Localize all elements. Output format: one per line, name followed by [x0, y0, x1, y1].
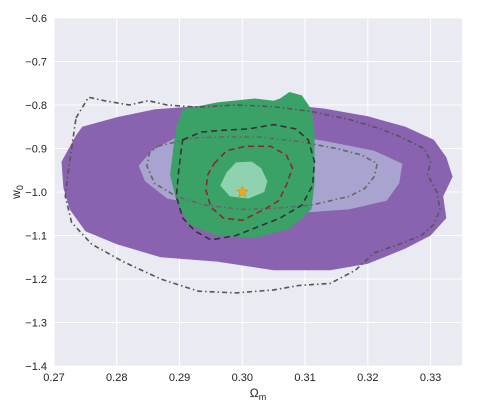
x-tick-label: 0.31: [294, 372, 315, 384]
contours: [61, 92, 453, 294]
contour-dashed-inner: [205, 145, 294, 222]
x-tick-label: 0.27: [43, 372, 64, 384]
y-tick-label: −0.6: [25, 13, 47, 25]
contour-dashed-outer: [175, 123, 316, 241]
x-tick-label: 0.28: [106, 372, 127, 384]
tick-labels: 0.27 0.28 0.29 0.30 0.31 0.32 0.33 −0.6 −0.7 −0.8…: [25, 13, 441, 384]
x-tick-label: 0.33: [420, 372, 441, 384]
contour-filled-inner: [220, 161, 268, 199]
fiducial-marker: [235, 185, 249, 198]
x-tick-label: 0.32: [357, 372, 378, 384]
y-tick-label: −1.0: [25, 187, 47, 199]
y-tick-label: −1.2: [25, 274, 47, 286]
contour-dash-dot-inner: [146, 136, 379, 211]
y-tick-label: −0.7: [25, 57, 47, 69]
y-tick-label: −0.9: [25, 144, 47, 156]
y-tick-label: −1.4: [25, 361, 47, 373]
y-tick-label: −1.1: [25, 231, 47, 243]
x-tick-label: 0.29: [169, 372, 190, 384]
star-marker: [235, 185, 249, 198]
x-tick-label: 0.30: [232, 372, 253, 384]
contour-dash-dot-outer: [64, 96, 441, 294]
y-tick-label: −1.3: [25, 318, 47, 330]
y-tick-label: −0.8: [25, 100, 47, 112]
y-axis-label: w0: [9, 185, 25, 200]
x-axis-label: Ωm: [250, 386, 266, 402]
